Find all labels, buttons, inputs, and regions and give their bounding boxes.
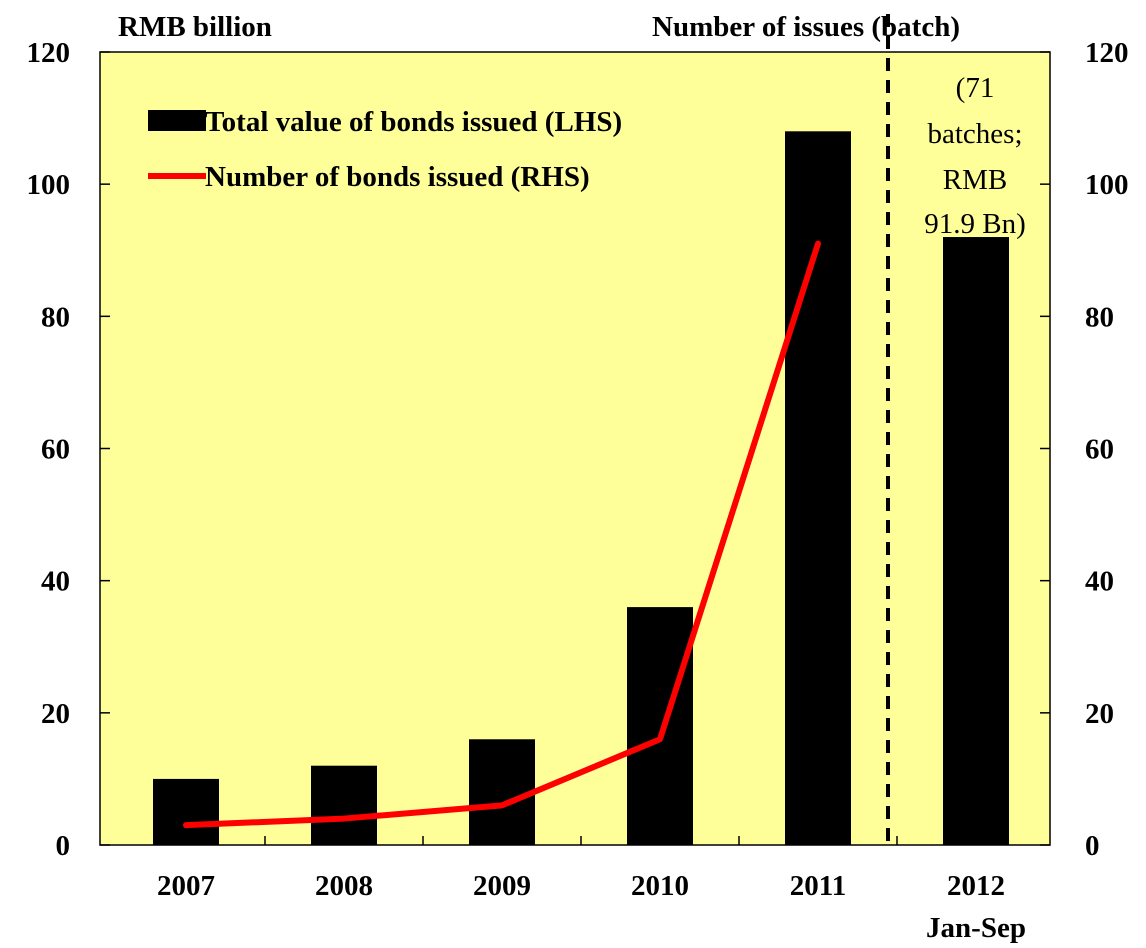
right-axis-title: Number of issues (batch) bbox=[652, 11, 960, 43]
left-tick-label: 0 bbox=[56, 830, 71, 862]
bar bbox=[627, 607, 693, 845]
left-tick-label: 80 bbox=[41, 301, 70, 333]
right-tick-label: 120 bbox=[1085, 37, 1129, 69]
x-tick-label: 2012 bbox=[947, 870, 1005, 902]
x-tick-label: 2010 bbox=[631, 870, 689, 902]
annotation-line: batches; bbox=[927, 118, 1022, 150]
bar bbox=[943, 237, 1009, 846]
bar bbox=[785, 131, 851, 846]
left-tick-label: 120 bbox=[27, 37, 71, 69]
right-tick-label: 80 bbox=[1085, 301, 1114, 333]
x-tick-label: 2008 bbox=[315, 870, 373, 902]
legend-line-label: Number of bonds issued (RHS) bbox=[205, 161, 590, 193]
annotation-line: 91.9 Bn) bbox=[924, 208, 1026, 240]
x-tick-label: 2007 bbox=[157, 870, 215, 902]
left-tick-label: 20 bbox=[41, 698, 70, 730]
x-tick-label: 2009 bbox=[473, 870, 531, 902]
bar bbox=[469, 739, 535, 845]
right-tick-label: 40 bbox=[1085, 566, 1114, 598]
left-axis-title: RMB billion bbox=[118, 11, 272, 43]
annotation-2012: (71 batches; RMB 91.9 Bn) bbox=[924, 72, 1026, 240]
bar bbox=[311, 765, 377, 845]
bar bbox=[153, 778, 219, 845]
right-tick-label: 20 bbox=[1085, 698, 1114, 730]
plot-area bbox=[99, 51, 1051, 846]
annotation-line: (71 bbox=[956, 72, 995, 104]
left-tick-label: 60 bbox=[41, 434, 70, 466]
legend-bar-swatch bbox=[148, 110, 206, 131]
x-tick-sublabel: Jan-Sep bbox=[926, 912, 1026, 944]
left-tick-label: 100 bbox=[27, 169, 71, 201]
legend-bar-label: Total value of bonds issued (LHS) bbox=[205, 106, 622, 138]
axes-layer: 0 20 40 60 80 100 120 0 20 40 60 80 100 120 2007 2008 20… bbox=[27, 37, 1129, 944]
left-tick-label: 40 bbox=[41, 566, 70, 598]
right-tick-label: 60 bbox=[1085, 434, 1114, 466]
annotation-line: RMB bbox=[943, 164, 1007, 196]
right-tick-label: 0 bbox=[1085, 830, 1100, 862]
legend: Total value of bonds issued (LHS) Number… bbox=[148, 106, 622, 193]
line-layer bbox=[183, 240, 821, 829]
right-tick-label: 100 bbox=[1085, 169, 1129, 201]
x-tick-label: 2011 bbox=[790, 870, 846, 902]
series-line bbox=[183, 240, 821, 829]
